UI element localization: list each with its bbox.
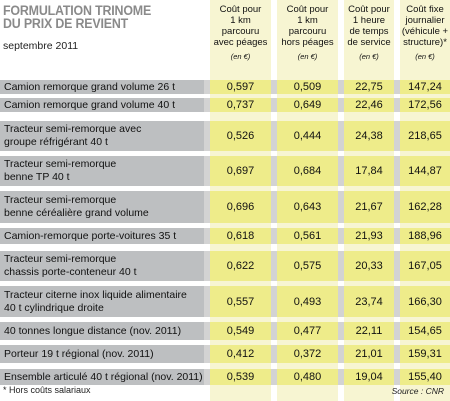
- table-cell: 0,643: [277, 191, 338, 223]
- title-line-2: DU PRIX DE REVIENT: [3, 16, 129, 31]
- table-cell: 0,477: [277, 322, 338, 340]
- table-cell: 147,24: [400, 80, 450, 94]
- table-cell: 0,597: [210, 80, 271, 94]
- table-cell: 0,509: [277, 80, 338, 94]
- table-cell: 22,46: [344, 98, 394, 112]
- column-header: Coût pour 1 km parcouru hors péages (en €…: [277, 4, 338, 62]
- page-title: FORMULATION TRINOME DU PRIX DE REVIENT: [3, 3, 187, 31]
- table-cell: 21,67: [344, 191, 394, 223]
- table-cell: 0,493: [277, 286, 338, 317]
- column-header: Coût pour 1 km parcouru avec péages (en €…: [210, 4, 271, 62]
- table-cell: 0,696: [210, 191, 271, 223]
- table-cell: 0,622: [210, 251, 271, 281]
- row-label: Tracteur semi-remorque avec groupe réfri…: [0, 121, 204, 151]
- table-cell: 0,372: [277, 345, 338, 363]
- table-cell: 167,05: [400, 251, 450, 281]
- row-label: Camion-remorque porte-voitures 35 t: [0, 228, 204, 244]
- row-label: Tracteur semi-remorque benne TP 40 t: [0, 156, 204, 186]
- table-cell: 0,697: [210, 156, 271, 186]
- table-cell: 0,549: [210, 322, 271, 340]
- column-header-unit: (en €): [415, 52, 435, 61]
- table-cell: 0,684: [277, 156, 338, 186]
- table-cell: 17,84: [344, 156, 394, 186]
- row-label: Tracteur semi-remorque benne céréalière …: [0, 191, 204, 223]
- table-cell: 0,557: [210, 286, 271, 317]
- table-cell: 144,87: [400, 156, 450, 186]
- table-cell: 0,618: [210, 228, 271, 244]
- table-cell: 0,526: [210, 121, 271, 151]
- row-label: Tracteur semi-remorque chassis porte-con…: [0, 251, 204, 281]
- column-header: Coût fixe journalier (véhicule + structu…: [400, 4, 450, 62]
- table-cell: 0,480: [277, 369, 338, 385]
- table-cell: 19,04: [344, 369, 394, 385]
- row-label: Camion remorque grand volume 40 t: [0, 98, 204, 112]
- table-cell: 159,31: [400, 345, 450, 363]
- column-header: Coût pour 1 heure de temps de service (en…: [344, 4, 394, 62]
- table-cell: 155,40: [400, 369, 450, 385]
- table-cell: 166,30: [400, 286, 450, 317]
- column-header-unit: (en €): [359, 52, 379, 61]
- column-header-label: Coût fixe journalier (véhicule + structu…: [401, 4, 449, 48]
- source-note: Source : CNR: [391, 386, 444, 396]
- table-cell: 21,93: [344, 228, 394, 244]
- column-header-unit: (en €): [297, 52, 318, 61]
- row-label: Porteur 19 t régional (nov. 2011): [0, 345, 204, 363]
- table-cell: 0,575: [277, 251, 338, 281]
- table-cell: 0,444: [277, 121, 338, 151]
- table-cell: 218,65: [400, 121, 450, 151]
- table-cell: 20,33: [344, 251, 394, 281]
- table-cell: 22,75: [344, 80, 394, 94]
- column-header-label: Coût pour 1 km parcouru avec péages: [213, 4, 268, 48]
- page-subtitle: septembre 2011: [3, 40, 79, 52]
- column-header-label: Coût pour 1 heure de temps de service: [347, 4, 391, 48]
- footnote: * Hors coûts salariaux: [3, 385, 91, 395]
- table-cell: 154,65: [400, 322, 450, 340]
- table-cell: 0,412: [210, 345, 271, 363]
- table-cell: 22,11: [344, 322, 394, 340]
- table-cell: 0,649: [277, 98, 338, 112]
- table-cell: 0,737: [210, 98, 271, 112]
- table-cell: 172,56: [400, 98, 450, 112]
- table-cell: 24,38: [344, 121, 394, 151]
- row-label: Tracteur citerne inox liquide alimentair…: [0, 286, 204, 317]
- table-cell: 21,01: [344, 345, 394, 363]
- table-cell: 23,74: [344, 286, 394, 317]
- title-line-1: FORMULATION TRINOME: [3, 3, 152, 18]
- row-label: 40 tonnes longue distance (nov. 2011): [0, 322, 204, 340]
- column-header-label: Coût pour 1 km parcouru hors péages: [281, 4, 334, 48]
- table-cell: 0,539: [210, 369, 271, 385]
- row-label: Camion remorque grand volume 26 t: [0, 80, 204, 94]
- column-header-unit: (en €): [230, 52, 251, 61]
- table-cell: 0,561: [277, 228, 338, 244]
- table-cell: 162,28: [400, 191, 450, 223]
- row-label: Ensemble articulé 40 t régional (nov. 20…: [0, 369, 204, 385]
- table-cell: 188,96: [400, 228, 450, 244]
